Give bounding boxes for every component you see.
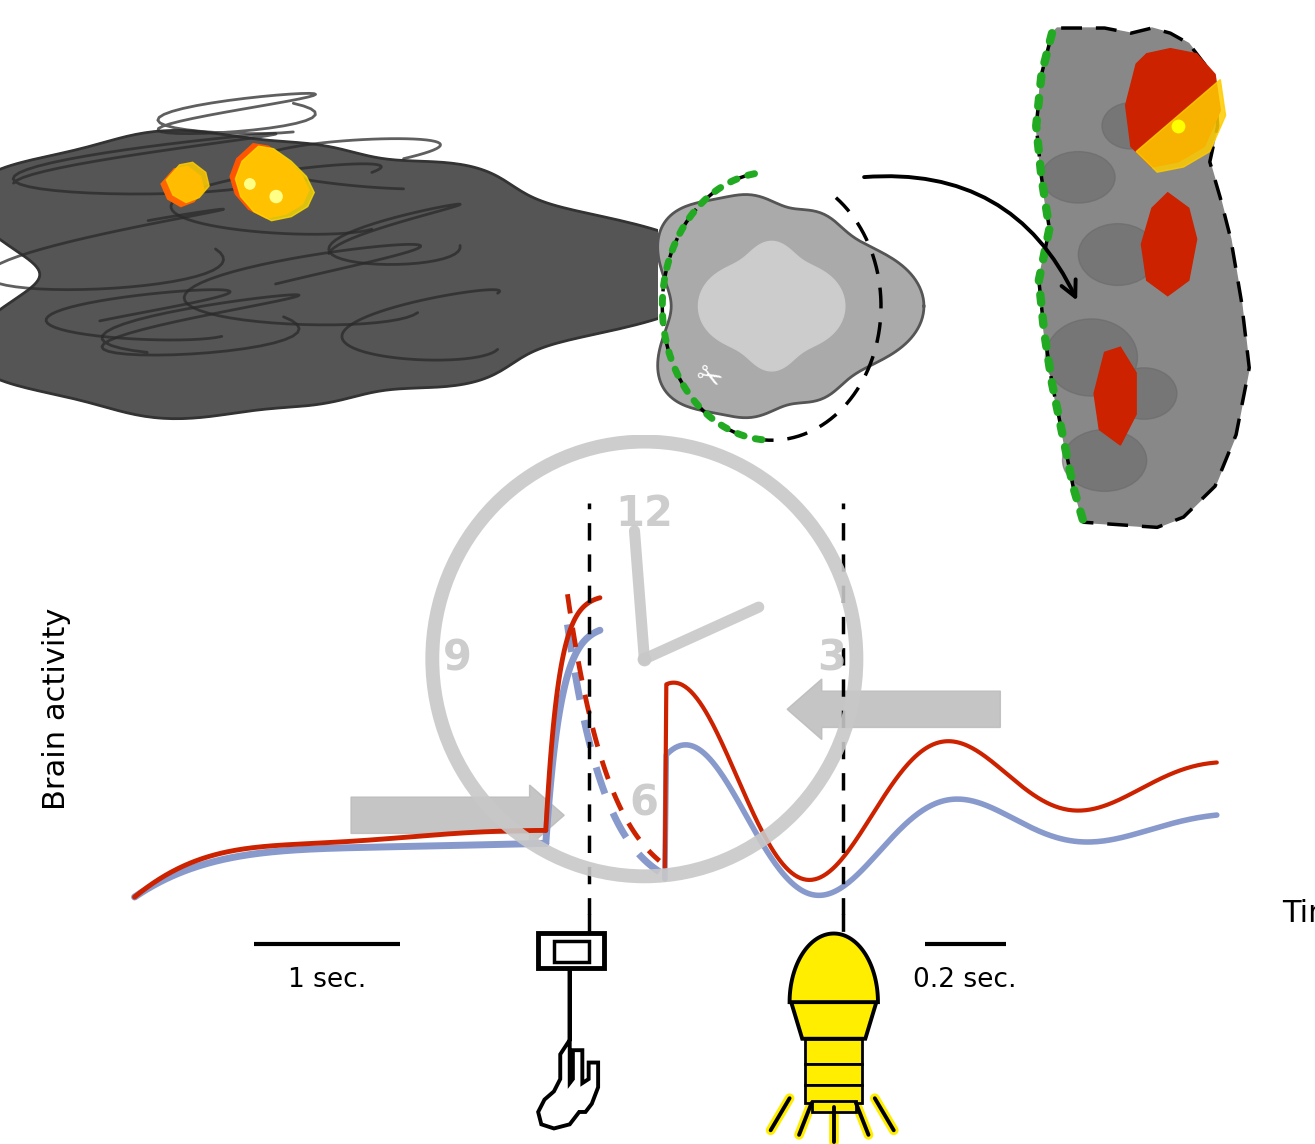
Point — [266, 188, 287, 206]
Polygon shape — [166, 162, 209, 202]
Polygon shape — [1136, 80, 1226, 173]
Text: 6: 6 — [630, 782, 659, 825]
Polygon shape — [1036, 29, 1249, 527]
Polygon shape — [0, 130, 721, 419]
Ellipse shape — [1041, 152, 1115, 204]
Polygon shape — [160, 166, 204, 207]
Bar — [805, 1039, 863, 1064]
Text: Brain activity: Brain activity — [42, 609, 71, 810]
Point — [634, 650, 655, 668]
FancyArrow shape — [788, 680, 1001, 739]
Bar — [805, 1064, 863, 1085]
Text: 1 sec.: 1 sec. — [288, 967, 366, 993]
Polygon shape — [789, 934, 878, 1002]
Bar — [811, 1101, 856, 1112]
Point — [239, 175, 260, 193]
Polygon shape — [538, 970, 598, 1128]
Text: 0.2 sec.: 0.2 sec. — [914, 967, 1016, 993]
Polygon shape — [1094, 348, 1136, 445]
FancyArrow shape — [351, 785, 564, 845]
Text: 3: 3 — [817, 638, 847, 680]
Polygon shape — [1126, 49, 1220, 167]
Text: ✂: ✂ — [689, 359, 726, 397]
Bar — [554, 942, 589, 962]
Ellipse shape — [1078, 223, 1157, 285]
Polygon shape — [658, 194, 924, 418]
Ellipse shape — [1111, 367, 1177, 419]
Polygon shape — [230, 144, 309, 219]
Point — [1168, 117, 1189, 135]
Bar — [805, 1085, 863, 1103]
Polygon shape — [235, 146, 314, 221]
Text: 12: 12 — [615, 493, 673, 535]
Bar — [538, 932, 605, 968]
Polygon shape — [1141, 192, 1197, 296]
Polygon shape — [698, 241, 844, 371]
Text: 9: 9 — [443, 638, 471, 680]
Ellipse shape — [1045, 319, 1137, 396]
Ellipse shape — [1102, 103, 1160, 149]
Text: Time: Time — [1282, 899, 1315, 928]
Ellipse shape — [1063, 430, 1147, 492]
Polygon shape — [792, 1002, 876, 1039]
